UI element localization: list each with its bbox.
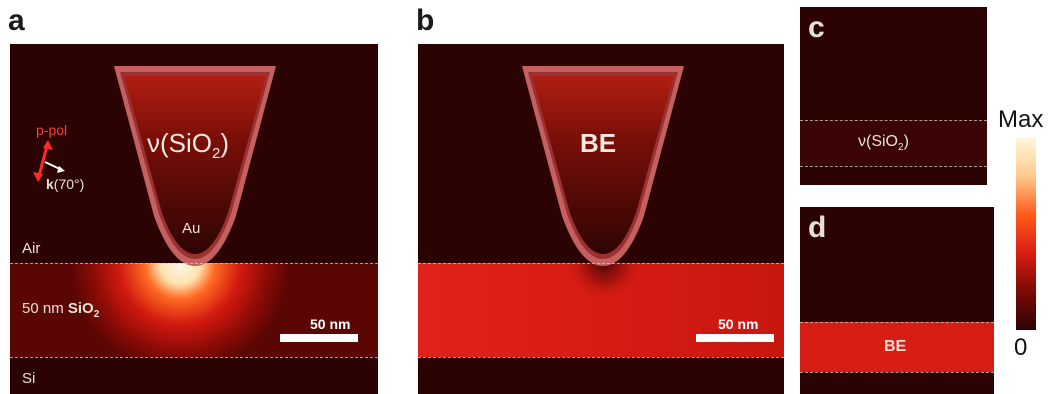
- panel-letter-a: a: [8, 4, 25, 37]
- scalebar-label-a: 50 nm: [310, 316, 351, 332]
- layer-label-oxide: 50 nm SiO2: [22, 300, 100, 320]
- oxide-si-boundary: [418, 357, 784, 358]
- layer-label-si: Si: [22, 370, 36, 387]
- layer-mode-label-d: BE: [884, 338, 907, 355]
- panel-a: ν(SiO2) Au p-pol k(70°) Air 50 nm SiO2 S…: [10, 44, 378, 394]
- layer-mode-label-c: ν(SiO2): [858, 133, 909, 154]
- air-oxide-boundary: [800, 120, 987, 121]
- polarization-arrow-icon: [33, 140, 65, 182]
- oxide-si-boundary: [800, 166, 987, 167]
- air-oxide-boundary: [418, 263, 784, 264]
- air-oxide-boundary: [800, 322, 994, 323]
- scalebar-label-b: 50 nm: [718, 316, 759, 332]
- colorbar-min-label: 0: [1014, 334, 1028, 361]
- scalebar-a: [280, 334, 358, 342]
- polarization-label: p-pol: [36, 122, 68, 138]
- panel-a-field-map: [10, 66, 378, 394]
- panel-c-oxide-layer: [800, 120, 987, 166]
- panel-b: BE 50 nm: [418, 44, 784, 394]
- panel-d-oxide-layer: [800, 322, 994, 372]
- panel-d: d BE: [800, 207, 994, 394]
- air-oxide-boundary: [10, 263, 378, 264]
- k-vector-label: k(70°): [46, 176, 85, 192]
- panel-letter-d: d: [808, 211, 827, 244]
- scalebar-b: [696, 334, 774, 342]
- layer-label-air: Air: [22, 240, 41, 257]
- panel-letter-c: c: [808, 11, 825, 44]
- panel-c: c ν(SiO2): [800, 7, 987, 185]
- colorbar: [1016, 138, 1036, 330]
- oxide-si-boundary: [10, 357, 378, 358]
- tip-mode-label-a: ν(SiO2): [147, 128, 230, 163]
- oxide-si-boundary: [800, 372, 994, 373]
- panel-letter-b: b: [416, 4, 435, 37]
- colorbar-max-label: Max: [998, 106, 1044, 133]
- tip-material-label: Au: [182, 220, 201, 237]
- tip-mode-label-b: BE: [580, 128, 617, 158]
- panel-b-field-map: [418, 66, 784, 394]
